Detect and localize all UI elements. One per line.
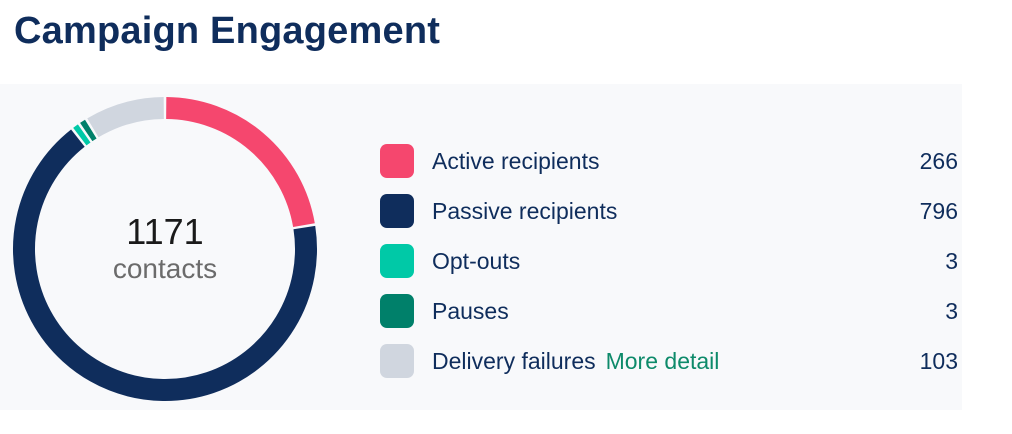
legend-item-active: Active recipients 266 [380,136,960,186]
engagement-panel [0,84,962,410]
legend-value-opt-outs: 3 [945,247,958,274]
page-title: Campaign Engagement [14,10,441,52]
legend-label-active: Active recipients [432,147,600,174]
legend-swatch-pauses [380,294,414,328]
legend-item-pauses: Pauses 3 [380,286,960,336]
donut-slice-pauses [80,119,97,142]
legend-value-pauses: 3 [945,297,958,324]
donut-slice-opt-outs [73,124,91,146]
legend-label-pauses: Pauses [432,297,509,324]
donut-slice-active [165,97,315,228]
legend-swatch-delivery-failures [380,344,414,378]
legend-value-active: 266 [919,147,958,174]
legend-value-passive: 796 [919,197,958,224]
legend-label-delivery-failures: Delivery failures [432,347,596,374]
legend-item-opt-outs: Opt-outs 3 [380,236,960,286]
legend-label-passive: Passive recipients [432,197,618,224]
legend-swatch-opt-outs [380,244,414,278]
legend-label-opt-outs: Opt-outs [432,247,521,274]
donut-chart: 1171 contacts [0,84,330,414]
legend: Active recipients 266 Passive recipients… [380,136,960,386]
more-detail-link[interactable]: More detail [605,347,720,374]
donut-slice-delivery-failures [87,97,165,138]
legend-swatch-active [380,144,414,178]
donut-slice-passive [13,129,317,401]
legend-swatch-passive [380,194,414,228]
legend-value-delivery-failures: 103 [919,347,958,374]
donut-svg [13,97,317,401]
legend-item-delivery-failures: Delivery failures More detail 103 [380,336,960,386]
legend-item-passive: Passive recipients 796 [380,186,960,236]
